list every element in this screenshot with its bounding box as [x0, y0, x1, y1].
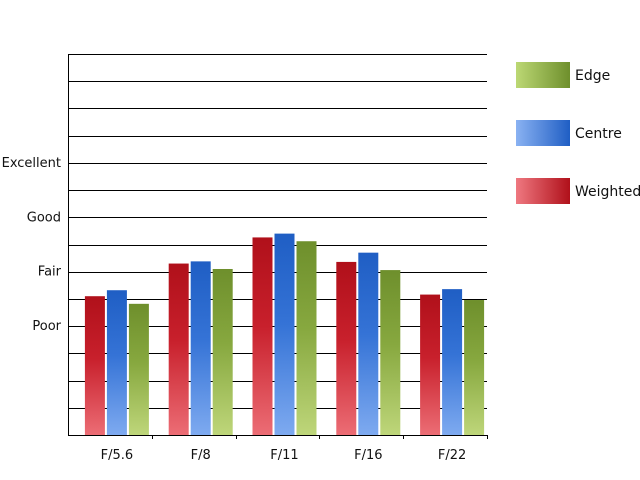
bar-edge — [128, 303, 149, 435]
bar-weighted — [84, 296, 105, 435]
bar-weighted — [168, 263, 189, 435]
x-tick-label: F/11 — [270, 448, 298, 463]
legend-swatch-centre — [516, 120, 570, 146]
legend-swatch-edge — [516, 62, 570, 88]
bar-edge — [212, 268, 233, 435]
bar-centre — [442, 289, 463, 435]
y-tick-label: Poor — [32, 319, 61, 334]
axes — [68, 54, 488, 439]
bar-edge — [380, 270, 401, 435]
bar-weighted — [420, 294, 441, 435]
legend-swatch-weighted — [516, 178, 570, 204]
x-tick-label: F/5.6 — [101, 448, 134, 463]
y-tick-label: Excellent — [2, 156, 61, 171]
y-tick-label: Good — [27, 210, 61, 225]
x-tick-label: F/22 — [438, 448, 466, 463]
legend-label-weighted: Weighted — [575, 184, 640, 200]
bar-weighted — [252, 237, 273, 435]
tick-labels: Poor Fair Good Excellent F/5.6 F/8 F/11 F/16 F/2… — [2, 156, 467, 463]
x-tick-label: F/8 — [191, 448, 211, 463]
x-tick-label: F/16 — [354, 448, 382, 463]
legend-label-centre: Centre — [575, 126, 622, 142]
bar-edge — [464, 300, 485, 435]
bar-centre — [358, 252, 379, 435]
bar-centre — [190, 261, 211, 435]
bar-centre — [106, 290, 127, 435]
y-tick-label: Fair — [38, 265, 62, 280]
bar-edge — [296, 241, 317, 435]
legend-label-edge: Edge — [575, 68, 610, 84]
legend: Edge Centre Weighted — [516, 62, 640, 204]
bar-centre — [274, 233, 295, 435]
bars — [84, 233, 485, 435]
bar-weighted — [336, 261, 357, 435]
